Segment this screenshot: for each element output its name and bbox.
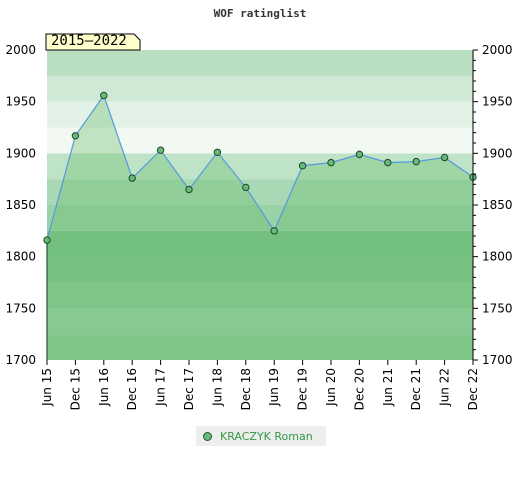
data-point xyxy=(43,236,51,244)
data-point xyxy=(71,132,80,140)
band-1775 xyxy=(47,256,473,283)
chart-title: WOF ratinglist xyxy=(214,7,307,20)
x-tick-label: Jun 19 xyxy=(267,368,281,407)
data-point xyxy=(412,157,420,166)
data-point xyxy=(128,174,136,182)
data-point xyxy=(242,183,250,192)
band-1975 xyxy=(47,50,473,76)
background-bands xyxy=(47,50,473,360)
band-1700 xyxy=(47,334,473,360)
legend-label: KRACZYK Roman xyxy=(220,429,313,443)
y-tick-label-left: 2000 xyxy=(5,43,36,57)
band-1925 xyxy=(47,101,473,128)
y-tick-label-right: 1900 xyxy=(482,146,513,160)
y-tick-label-left: 1950 xyxy=(5,95,36,109)
x-tick-label: Dec 20 xyxy=(352,368,366,410)
y-tick-label-right: 1700 xyxy=(482,353,513,367)
x-tick-label: Jun 15 xyxy=(40,368,54,407)
x-tick-label: Jun 21 xyxy=(381,368,395,407)
series-line xyxy=(46,94,474,241)
x-tick-label: Jun 20 xyxy=(324,368,338,407)
data-point xyxy=(327,158,335,167)
x-tick-label: Dec 16 xyxy=(125,368,139,410)
y-tick-label-left: 1800 xyxy=(5,250,36,264)
x-tick-label: Dec 19 xyxy=(296,368,310,410)
data-point xyxy=(185,185,193,194)
data-point xyxy=(100,91,108,100)
data-point xyxy=(440,153,449,162)
y-tick-label-right: 1950 xyxy=(482,95,513,109)
marker-layer xyxy=(43,91,477,244)
x-tick-label: Dec 22 xyxy=(466,368,480,410)
band-1850 xyxy=(47,179,473,205)
data-point xyxy=(156,146,165,154)
band-1750 xyxy=(47,282,473,309)
data-point xyxy=(384,158,392,167)
legend-marker-icon xyxy=(203,431,212,441)
band-1900 xyxy=(47,127,473,154)
legend: KRACZYK Roman xyxy=(196,426,326,446)
x-tick-label: Jun 16 xyxy=(97,368,111,407)
data-point xyxy=(355,150,364,159)
y-tick-label-right: 1800 xyxy=(482,250,513,264)
period-badge-text: 2015–2022 xyxy=(51,33,127,49)
x-tick-label: Dec 15 xyxy=(68,368,82,410)
band-1950 xyxy=(47,75,473,102)
y-tick-label-right: 1750 xyxy=(482,301,513,315)
period-badge: 2015–2022 xyxy=(45,33,141,51)
data-point xyxy=(213,148,222,157)
y-tick-label-right: 2000 xyxy=(482,43,513,57)
area-layer xyxy=(47,95,473,360)
x-tick-label: Dec 18 xyxy=(239,368,253,410)
x-tick-label: Dec 17 xyxy=(182,368,196,410)
band-1800 xyxy=(47,230,473,257)
data-point xyxy=(270,227,278,235)
y-tick-label-left: 1850 xyxy=(5,198,36,212)
x-tick-label: Jun 18 xyxy=(210,368,224,407)
x-tick-label: Dec 21 xyxy=(409,368,423,410)
y-tick-label-left: 1750 xyxy=(5,301,36,315)
y-tick-label-left: 1700 xyxy=(5,353,36,367)
y-tick-label-right: 1850 xyxy=(482,198,513,212)
series-area xyxy=(47,95,473,360)
y-tick-label-left: 1900 xyxy=(5,146,36,160)
band-1725 xyxy=(47,308,473,335)
axis-layer: 1700 1700 1750 1750 1800 1800 1850 1850 1900 1900… xyxy=(5,43,512,410)
data-point xyxy=(298,162,307,170)
x-tick-label: Jun 22 xyxy=(438,368,452,407)
line-layer xyxy=(46,94,474,360)
band-1875 xyxy=(47,153,473,180)
x-tick-label: Jun 17 xyxy=(154,368,168,407)
